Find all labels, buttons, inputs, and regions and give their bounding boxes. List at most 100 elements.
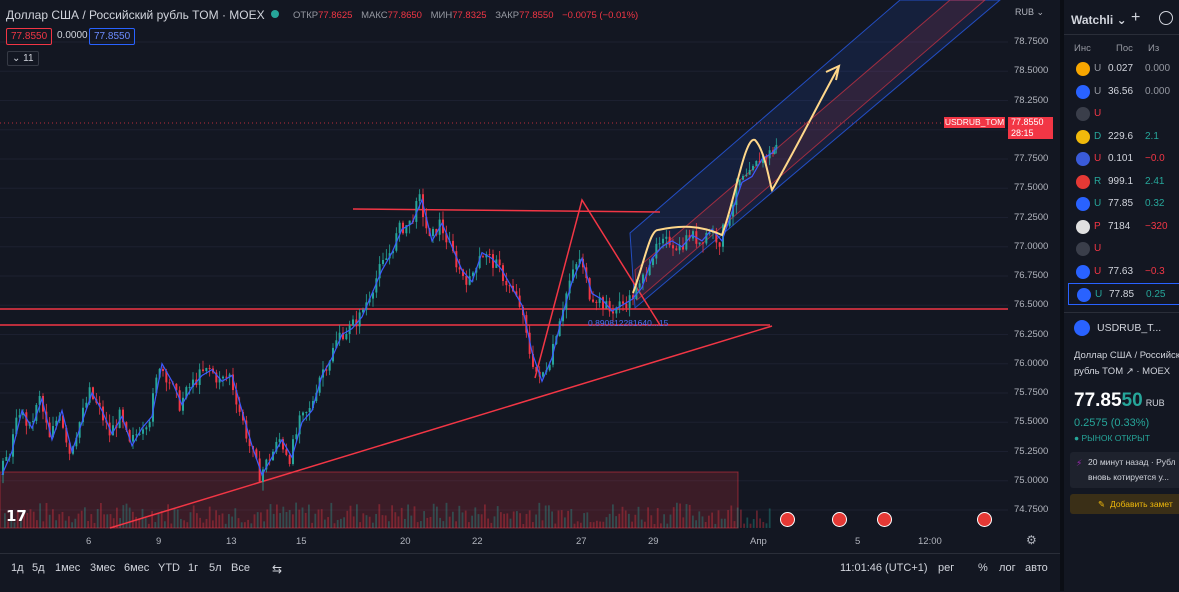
range-button-3[interactable]: 3мес [90,562,116,574]
range-button-2[interactable]: 1мес [55,562,81,574]
volume-bar [138,519,141,528]
details-exchange[interactable]: рубль TOM ↗ · MOEX [1074,366,1171,377]
volume-bar [493,516,496,528]
chart-area[interactable]: Доллар США / Российский рубль TOM · MOEX… [0,0,1060,553]
volume-bar [352,516,355,528]
volume-bar [253,514,256,528]
candle-body [225,376,228,378]
candle-body [292,439,294,464]
candle-body [675,248,678,251]
last-price-badge: 77.8550 28:15 [1008,117,1053,139]
range-button-7[interactable]: 5л [209,562,222,574]
volume-bar [442,521,445,528]
ohlc-values: ОТКР77.8625 МАКС77.8650 МИН77.8325 ЗАКР7… [293,10,639,21]
candle-body [245,420,248,439]
row-symbol: R [1094,175,1102,187]
range-button-5[interactable]: YTD [158,562,180,574]
volume-bar [183,520,185,528]
economic-event-icon[interactable] [832,512,847,527]
candle-body [602,297,604,309]
details-symbol[interactable]: USDRUB_T... [1097,322,1162,334]
candle-body [132,434,134,442]
details-change: 0.2575 (0.33%) [1074,417,1150,429]
watchlist-row[interactable]: P 7184 −320 [1068,216,1179,238]
divider [1064,34,1179,35]
volume-bar [189,512,192,528]
tradingview-logo[interactable]: 𝟭𝟳 [6,508,27,525]
news-card[interactable]: ⚡ 20 минут назад · Рубл вновь котируется… [1070,452,1179,488]
watchlist-title[interactable]: Watchli ⌄ [1071,13,1127,27]
candle-body [658,243,661,245]
volume-bar [624,510,627,528]
candle-body [465,275,468,285]
col-header-change[interactable]: Из [1148,43,1160,54]
watchlist-row[interactable]: U 77.85 0.25 [1068,283,1179,305]
date-range-icon[interactable]: ⇆ [272,562,283,576]
buy-price-box[interactable]: 77.8550 [89,28,136,45]
watchlist-row[interactable]: U 36.56 0.000 [1068,81,1179,103]
volume-bar [512,511,515,528]
add-note-button[interactable]: ✎ Добавить замет [1070,494,1179,514]
watchlist-row[interactable]: U 77.85 0.32 [1068,193,1179,215]
range-button-1[interactable]: 5д [32,562,45,574]
log-toggle[interactable]: лог [999,562,1016,574]
clock-readout[interactable]: 11:01:46 (UTC+1) [840,562,928,574]
economic-event-icon[interactable] [780,512,795,527]
volume-bar [186,522,189,528]
range-button-0[interactable]: 1д [11,562,24,574]
candle-body [88,387,91,403]
range-button-6[interactable]: 1г [188,562,199,574]
symbol-title[interactable]: Доллар США / Российский рубль TOM · MOEX [6,8,265,22]
volume-bar [279,513,281,528]
watchlist-row[interactable]: U 77.63 −0.3 [1068,261,1179,283]
col-header-symbol[interactable]: Инс [1074,43,1091,54]
volume-bar [23,509,25,528]
watchlist-row[interactable]: U [1068,103,1179,125]
price-chart[interactable] [0,0,1060,553]
range-button-4[interactable]: 6мес [124,562,150,574]
volume-bar [640,519,643,528]
auto-toggle[interactable]: авто [1025,562,1048,574]
volume-bar [676,502,678,528]
col-header-last[interactable]: Пос [1116,43,1133,54]
economic-event-icon[interactable] [977,512,992,527]
watchlist-row[interactable]: U 0.101 −0.0 [1068,148,1179,170]
sell-price-box[interactable]: 77.8550 [6,28,53,45]
price-tick-label: 77.5000 [1014,182,1049,194]
watchlist-row[interactable]: D 229.6 2.1 [1068,126,1179,148]
volume-bar [375,513,377,528]
candle-body [508,285,511,287]
volume-bar [596,520,598,528]
symbol-price-tag: USDRUB_TOM [944,117,1005,128]
candle-body [408,220,411,226]
watchlist-row[interactable]: R 999.1 2.41 [1068,171,1179,193]
candle-body [248,438,251,447]
session-toggle[interactable]: рег [938,562,955,574]
volume-bar [423,511,425,528]
add-symbol-icon[interactable]: + [1131,9,1141,26]
symbol-icon [1076,107,1090,121]
range-button-8[interactable]: Все [231,562,250,574]
watchlist-row[interactable]: U 0.027 0.000 [1068,58,1179,80]
volume-bar [740,509,742,528]
clock-icon[interactable] [1159,11,1173,25]
regression-channel [629,0,1001,310]
volume-bar [727,510,729,528]
candle-body [385,258,388,260]
candle-body [432,228,434,236]
economic-event-icon[interactable] [877,512,892,527]
candle-body [122,409,124,423]
spread-value: 0.0000 [57,30,88,41]
volume-bar [42,521,45,528]
settings-icon[interactable]: ⚙ [1026,533,1037,547]
watchlist-row[interactable]: U [1068,238,1179,260]
candle-body [598,297,601,303]
indicators-toggle[interactable]: ⌄ 11 [7,51,39,66]
volume-bar [583,513,585,528]
volume-bar [487,518,489,528]
percent-toggle[interactable]: % [978,562,988,574]
volume-bar [234,508,237,528]
candle-body [672,245,674,249]
market-status-dot [271,10,279,18]
currency-selector[interactable]: RUB ⌄ [1015,7,1045,17]
